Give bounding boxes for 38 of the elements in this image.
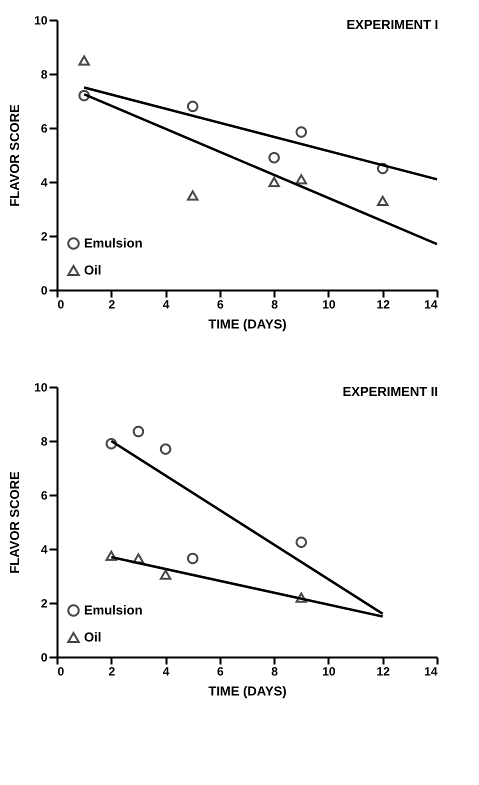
x-tick-label: 2	[108, 298, 116, 312]
x-tick-label: 8	[271, 298, 278, 312]
x-tick-label: 4	[162, 664, 170, 678]
x-axis-title: TIME (DAYS)	[208, 684, 287, 698]
legend-label: Oil	[84, 262, 102, 278]
y-tick-label: 0	[40, 284, 48, 298]
x-tick-label: 12	[376, 664, 390, 678]
y-tick-label: 6	[40, 122, 48, 136]
y-tick-label: 4	[40, 176, 48, 190]
y-axis-title: FLAVOR SCORE	[7, 471, 22, 574]
chart-title: EXPERIMENT I	[346, 17, 438, 32]
chart-title: EXPERIMENT II	[342, 384, 438, 399]
y-tick-label: 2	[40, 230, 48, 244]
x-tick-label: 6	[217, 298, 224, 312]
y-tick-label: 10	[34, 14, 48, 28]
x-tick-label: 8	[271, 664, 278, 678]
y-tick-label: 8	[40, 434, 48, 448]
x-tick-label: 12	[376, 298, 390, 312]
legend-label: Emulsion	[84, 236, 143, 250]
y-tick-label: 8	[40, 68, 48, 82]
x-tick-label: 14	[424, 298, 438, 312]
x-tick-label: 14	[424, 664, 438, 678]
x-tick-label: 0	[58, 664, 64, 678]
y-tick-label: 10	[34, 380, 48, 394]
y-axis-title: FLAVOR SCORE	[7, 104, 22, 207]
x-tick-label: 0	[58, 298, 64, 312]
legend-label: Emulsion	[84, 602, 143, 618]
y-tick-label: 6	[40, 488, 48, 502]
x-tick-label: 4	[162, 298, 170, 312]
x-tick-label: 6	[217, 664, 224, 678]
y-tick-label: 0	[40, 650, 48, 664]
x-axis-title: TIME (DAYS)	[208, 316, 287, 332]
x-tick-label: 10	[322, 298, 336, 312]
y-tick-label: 2	[40, 596, 48, 610]
legend-label: Oil	[84, 630, 102, 644]
x-tick-label: 2	[108, 664, 116, 678]
x-tick-label: 10	[322, 664, 336, 678]
y-tick-label: 4	[40, 542, 48, 556]
